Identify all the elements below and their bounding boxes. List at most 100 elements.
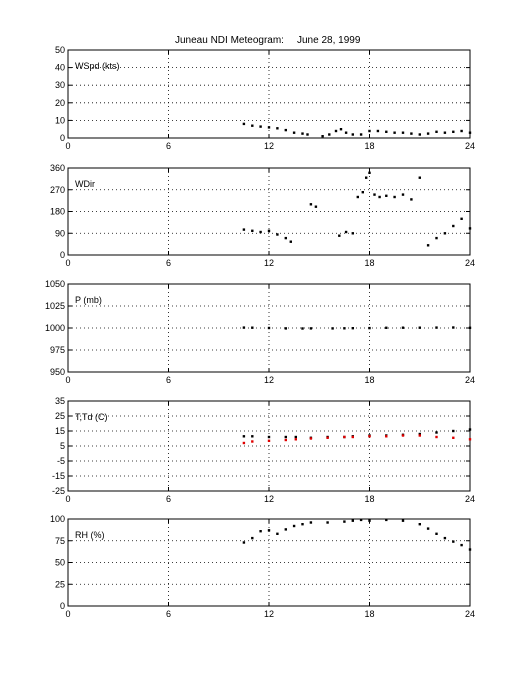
data-point: [284, 128, 287, 132]
data-point: [351, 519, 354, 522]
data-point: [294, 438, 297, 441]
data-point: [385, 435, 388, 438]
data-point: [468, 428, 472, 431]
x-tick-label: 18: [364, 141, 374, 151]
x-tick-label: 12: [264, 375, 274, 385]
data-point: [351, 435, 354, 439]
data-point: [468, 131, 472, 134]
x-tick-label: 18: [364, 494, 374, 504]
panel-4: -25 -15 -5 5 15 25 35 0 6 12 18 24 T,Td (C): [52, 396, 475, 504]
data-point: [344, 230, 348, 234]
data-point: [339, 128, 343, 131]
data-point: [418, 133, 421, 136]
x-tick-label: 24: [465, 141, 475, 151]
y-tick-label: 270: [50, 185, 65, 195]
data-point: [294, 435, 297, 439]
data-point: [452, 540, 455, 543]
data-point: [276, 532, 279, 535]
y-tick-label: 975: [50, 345, 65, 355]
y-tick-label: 360: [50, 163, 65, 173]
data-point: [365, 176, 368, 179]
data-point: [385, 518, 388, 522]
data-point: [385, 130, 388, 133]
data-point: [378, 195, 381, 199]
y-tick-label: 950: [50, 367, 65, 377]
x-tick-label: 12: [264, 609, 274, 619]
data-point: [343, 520, 346, 523]
figure-date: June 28, 1999: [297, 35, 361, 46]
data-point: [251, 326, 254, 329]
y-tick-label: 1025: [45, 301, 65, 311]
panel-label: WSpd (kts): [75, 61, 120, 71]
data-point: [426, 527, 430, 530]
y-tick-label: -15: [52, 471, 65, 481]
data-point: [309, 521, 313, 524]
x-tick-label: 18: [364, 375, 374, 385]
panel-2: 0 90 180 270 360 0 6 12 18 24 WDir: [50, 163, 475, 268]
y-tick-label: 0: [60, 133, 65, 143]
data-point: [267, 326, 271, 330]
x-tick-label: 6: [166, 141, 171, 151]
data-point: [460, 129, 463, 133]
data-point: [334, 129, 338, 133]
data-point: [460, 543, 463, 547]
data-point: [435, 431, 438, 434]
data-point: [321, 135, 324, 138]
panel-label: RH (%): [75, 530, 105, 540]
data-point: [242, 435, 246, 438]
x-tick-label: 0: [65, 258, 70, 268]
x-tick-label: 12: [264, 258, 274, 268]
y-tick-label: -5: [57, 456, 65, 466]
y-tick-label: 75: [55, 536, 65, 546]
data-point: [468, 227, 472, 230]
panel-3: 950 975 1000 1025 1050 0 6 12 18 24 P (mb): [45, 279, 475, 385]
y-tick-label: 50: [55, 45, 65, 55]
x-tick-label: 0: [65, 494, 70, 504]
axes-box: [67, 49, 471, 139]
data-point: [301, 523, 304, 526]
data-point: [251, 124, 254, 127]
data-point: [452, 436, 455, 439]
y-tick-label: 50: [55, 558, 65, 568]
y-tick-label: 35: [55, 396, 65, 406]
data-point: [359, 518, 363, 522]
data-point: [418, 176, 421, 179]
y-tick-label: 10: [55, 115, 65, 125]
data-point: [359, 133, 363, 136]
data-point: [426, 132, 430, 135]
data-point: [267, 229, 271, 232]
data-point: [326, 521, 329, 524]
axes-box: [67, 518, 471, 607]
data-point: [443, 232, 447, 235]
data-point: [452, 429, 455, 433]
figure-title: Juneau NDI Meteogram:: [175, 35, 284, 46]
x-tick-label: 6: [166, 609, 171, 619]
data-point: [385, 194, 388, 197]
data-point: [418, 432, 421, 436]
data-point: [301, 327, 304, 330]
x-tick-label: 0: [65, 141, 70, 151]
data-point: [426, 244, 430, 247]
y-tick-label: 1000: [45, 323, 65, 333]
data-point: [452, 326, 455, 329]
data-point: [435, 236, 438, 240]
data-point: [435, 326, 438, 329]
data-point: [351, 133, 354, 136]
data-point: [251, 229, 254, 232]
data-point: [242, 541, 246, 544]
y-tick-label: 0: [60, 250, 65, 260]
panel-5: 0 25 50 75 100 0 6 12 18 24 RH (%): [50, 514, 475, 619]
data-point: [435, 532, 438, 535]
data-point: [276, 127, 279, 130]
data-point: [242, 326, 246, 329]
data-point: [343, 327, 346, 330]
data-point: [328, 133, 331, 136]
data-point: [410, 132, 413, 135]
data-point: [289, 240, 292, 243]
data-point: [443, 131, 447, 134]
data-point: [368, 171, 371, 174]
panel-1: 0 10 20 30 40 50 0 6 12 18 24 WSpd (kts): [55, 45, 475, 151]
data-point: [468, 326, 472, 329]
